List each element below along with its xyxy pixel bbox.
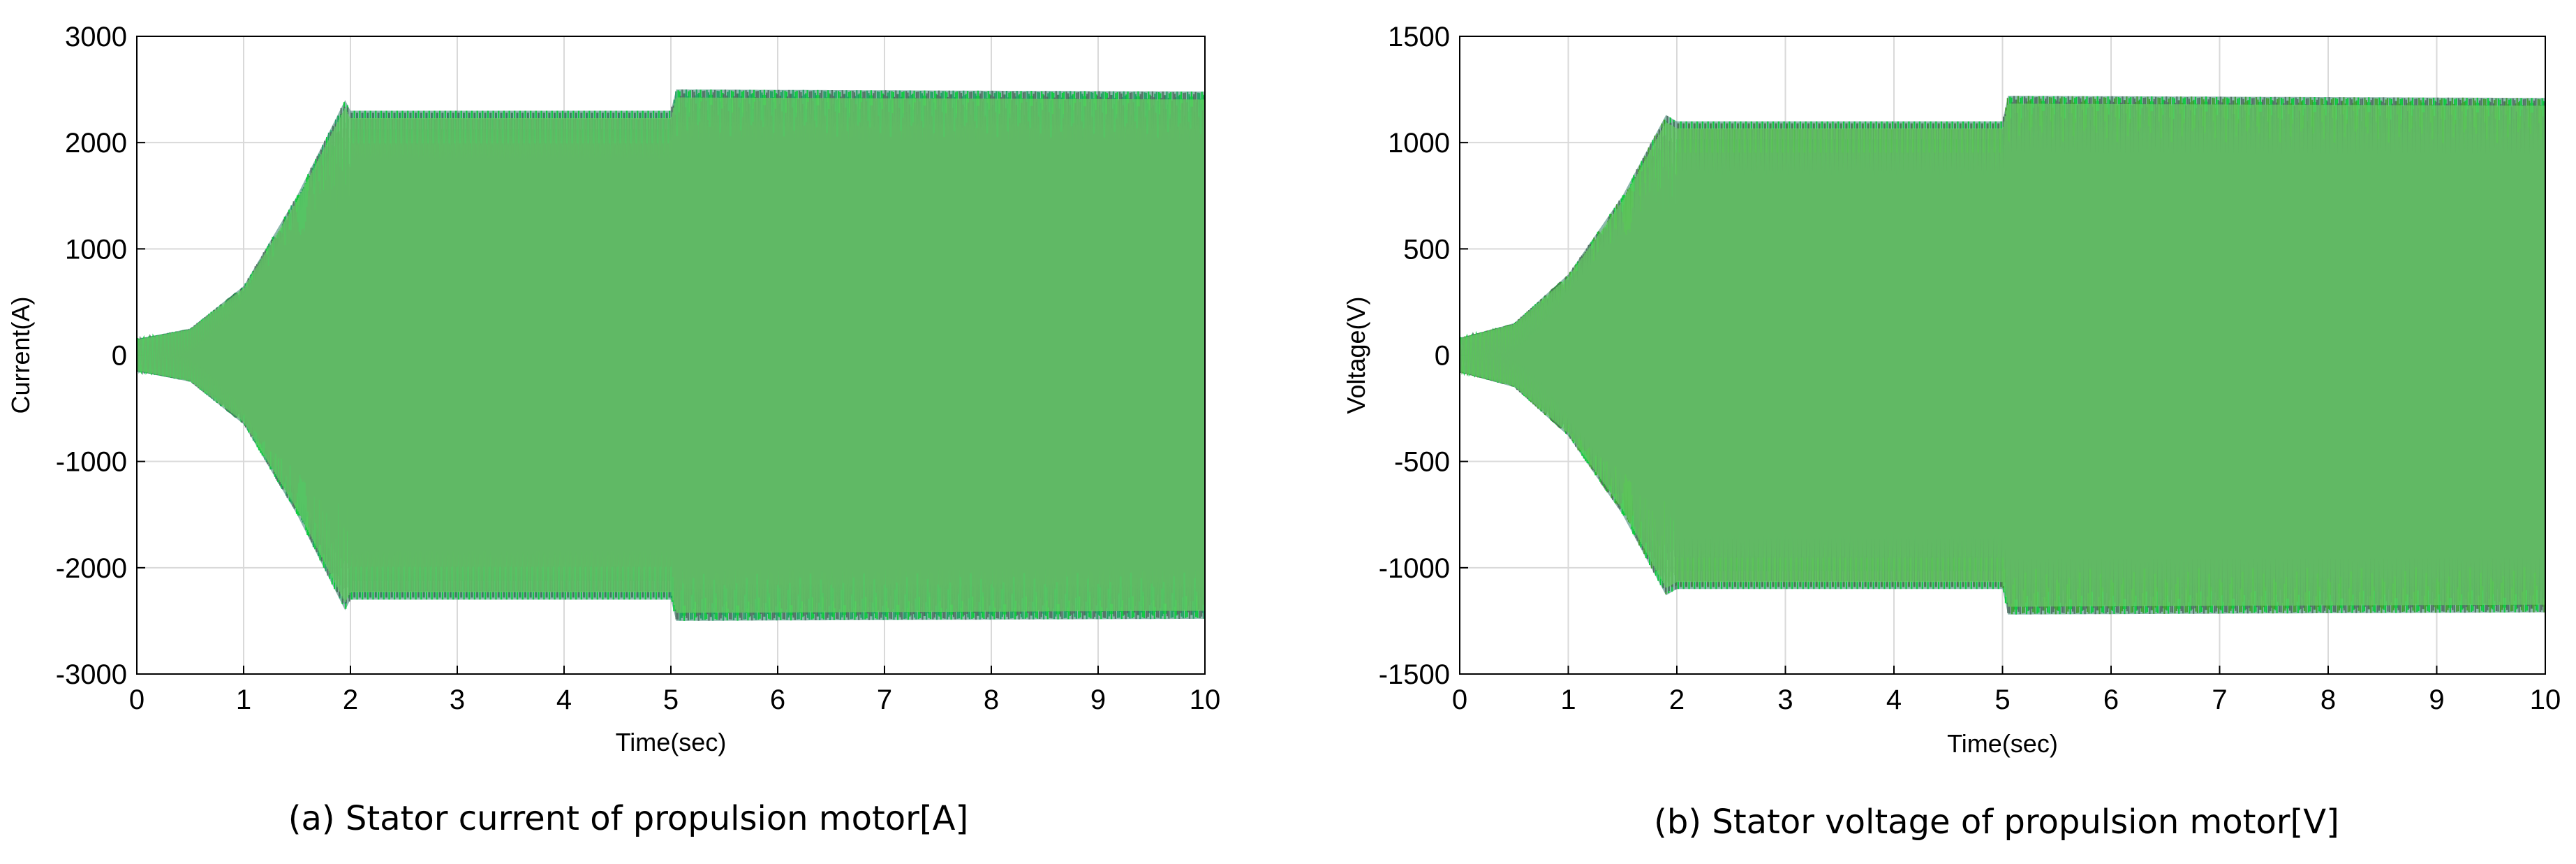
y-tick-label: -2000: [56, 553, 127, 584]
x-tick-label: 7: [877, 684, 892, 715]
y-tick-label: 2000: [65, 128, 127, 159]
x-tick-label: 10: [1190, 684, 1221, 715]
x-tick-label: 6: [2103, 684, 2119, 715]
y-tick-label: -500: [1394, 447, 1450, 478]
figure-caption: (a) Stator current of propulsion motor[A…: [288, 799, 968, 838]
x-tick-label: 6: [770, 684, 785, 715]
y-tick-label: -1500: [1379, 659, 1450, 690]
series-waveforms: [1460, 96, 2545, 615]
x-tick-label: 4: [1886, 684, 1902, 715]
x-tick-label: 2: [1669, 684, 1685, 715]
x-tick-label: 2: [343, 684, 358, 715]
x-tick-label: 4: [556, 684, 572, 715]
y-tick-label: -1000: [56, 447, 127, 478]
x-tick-label: 0: [1452, 684, 1467, 715]
plot-frame: [1459, 36, 2546, 675]
y-tick-label: 1500: [1388, 22, 1450, 52]
x-tick-label: 1: [236, 684, 251, 715]
series-overlay: [137, 97, 1205, 613]
x-tick-label: 5: [1994, 684, 2010, 715]
x-tick-label: 5: [663, 684, 679, 715]
y-tick-label: 0: [1435, 341, 1450, 372]
y-tick-label: 1000: [65, 234, 127, 265]
y-tick-label: -1000: [1379, 553, 1450, 584]
chart-b: 0 1 2 3 4 5 6 7 8 9 10 1500 1000 500 0 -500 -1000 -1500 Ti…: [1342, 22, 2561, 842]
y-tick-label: 3000: [65, 22, 127, 52]
y-tick-label: 500: [1403, 234, 1450, 265]
x-tick-label: 3: [1777, 684, 1793, 715]
y-tick-label: 1000: [1388, 128, 1450, 159]
x-tick-label: 7: [2212, 684, 2227, 715]
x-tick-label: 8: [2320, 684, 2336, 715]
x-tick-label: 9: [1090, 684, 1106, 715]
x-tick-label: 10: [2530, 684, 2561, 715]
y-tick-label: 0: [112, 341, 127, 372]
chart-a: 0 1 2 3 4 5 6 7 8 9 10 3000 2000 1000 0 -1000 -2000 -3000…: [6, 22, 1220, 838]
plot-frame: [136, 36, 1206, 675]
x-tick-label: 9: [2429, 684, 2444, 715]
x-tick-label: 1: [1560, 684, 1576, 715]
series-waveforms: [137, 89, 1205, 621]
x-tick-label: 3: [450, 684, 465, 715]
figure-caption: (b) Stator voltage of propulsion motor[V…: [1654, 803, 2339, 842]
y-axis-label: Current(A): [6, 296, 35, 413]
x-tick-label: 0: [129, 684, 145, 715]
y-tick-label: -3000: [56, 659, 127, 690]
x-axis-label: Time(sec): [1947, 729, 2058, 758]
x-axis-label: Time(sec): [616, 728, 727, 756]
series-overlay: [1460, 103, 2545, 607]
y-axis-label: Voltage(V): [1342, 296, 1370, 413]
x-tick-label: 8: [984, 684, 999, 715]
